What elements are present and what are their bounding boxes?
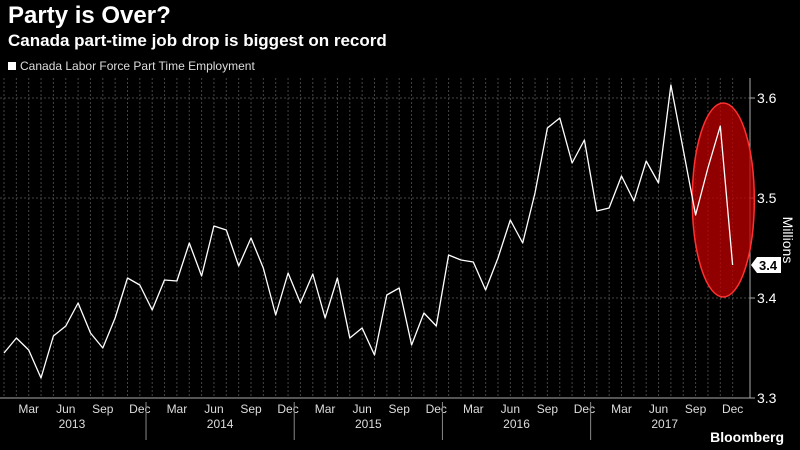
highlight-ellipse: [691, 102, 756, 298]
last-value-marker: [751, 257, 781, 273]
y-tick-label: 3.5: [757, 190, 777, 206]
x-tick-label: Mar: [611, 402, 632, 416]
x-tick-label: Sep: [537, 402, 559, 416]
year-label: 2013: [59, 417, 86, 431]
x-tick-label: Sep: [240, 402, 262, 416]
x-tick-label: Dec: [722, 402, 743, 416]
x-tick-label: Dec: [574, 402, 595, 416]
x-tick-label: Mar: [167, 402, 188, 416]
y-tick-label: 3.6: [757, 90, 777, 106]
x-tick-label: Mar: [463, 402, 484, 416]
x-tick-label: Jun: [501, 402, 520, 416]
x-tick-label: Mar: [18, 402, 39, 416]
x-tick-label: Jun: [352, 402, 371, 416]
x-tick-label: Mar: [315, 402, 336, 416]
x-tick-label: Dec: [277, 402, 298, 416]
series-line: [3, 84, 734, 379]
bloomberg-logo: Bloomberg: [710, 429, 784, 445]
year-label: 2014: [207, 417, 234, 431]
y-axis-label: Millions: [780, 217, 796, 264]
x-tick-label: Sep: [685, 402, 707, 416]
y-tick-label: 3.3: [757, 390, 777, 406]
x-tick-label: Jun: [56, 402, 75, 416]
chart-title: Party is Over?: [8, 2, 171, 29]
legend-label: Canada Labor Force Part Time Employment: [20, 59, 255, 73]
year-label: 2016: [503, 417, 530, 431]
chart-subtitle: Canada part-time job drop is biggest on …: [8, 31, 387, 50]
y-tick-label: 3.4: [757, 290, 777, 306]
x-tick-label: Sep: [389, 402, 411, 416]
x-tick-label: Sep: [92, 402, 114, 416]
x-tick-label: Dec: [426, 402, 447, 416]
legend-swatch: [8, 62, 16, 70]
year-label: 2017: [651, 417, 678, 431]
legend: Canada Labor Force Part Time Employment: [8, 59, 255, 73]
x-tick-label: Dec: [129, 402, 150, 416]
last-value-label: 3.4: [759, 258, 778, 273]
x-tick-label: Jun: [204, 402, 223, 416]
x-tick-label: Jun: [649, 402, 668, 416]
year-label: 2015: [355, 417, 382, 431]
